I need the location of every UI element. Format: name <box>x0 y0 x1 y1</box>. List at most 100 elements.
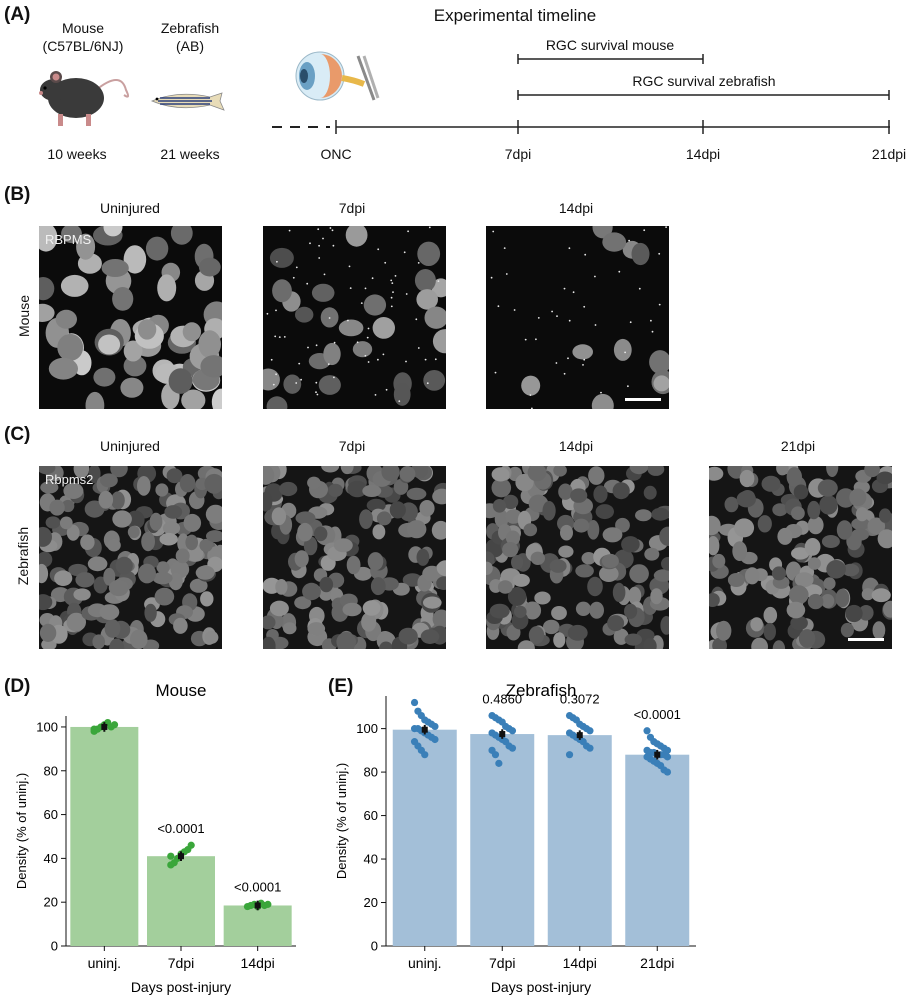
p-value-label: 0.4860 <box>482 692 522 707</box>
cell-body <box>168 368 193 394</box>
puncta <box>371 277 374 280</box>
bar-label-zebrafish: RGC survival zebrafish <box>632 73 776 89</box>
puncta <box>364 354 367 357</box>
cell-body <box>338 319 364 337</box>
puncta <box>390 305 393 308</box>
cell-body <box>295 511 316 525</box>
cell-body <box>591 393 614 409</box>
chart-title: Zebrafish <box>506 681 577 700</box>
puncta <box>356 341 359 344</box>
cell-body <box>340 466 354 475</box>
panel-c-label: (C) <box>4 424 31 445</box>
cell-body <box>402 573 423 587</box>
p-value-label: <0.0001 <box>157 821 204 836</box>
puncta <box>274 335 277 338</box>
puncta <box>360 302 363 304</box>
cell-body <box>39 303 55 322</box>
cell-body <box>263 615 276 630</box>
cell-body <box>175 548 190 564</box>
cell-body <box>173 617 188 634</box>
puncta <box>437 280 440 282</box>
puncta <box>316 393 319 396</box>
puncta <box>600 391 602 394</box>
y-tick-label: 0 <box>51 939 58 954</box>
cell-body <box>123 245 147 274</box>
cell-body <box>295 306 314 323</box>
cell-body <box>39 594 53 611</box>
mouse-name: Mouse <box>61 20 105 36</box>
cell-body <box>98 334 121 355</box>
scale-bar <box>625 398 661 401</box>
cell-body <box>629 466 649 475</box>
cell-body <box>263 466 275 485</box>
mean-marker <box>654 751 661 758</box>
cell-body <box>211 388 222 409</box>
cell-body <box>104 619 121 638</box>
cell-body <box>352 341 373 358</box>
cell-body <box>275 579 288 595</box>
cell-body <box>786 467 802 487</box>
panel-d-label: (D) <box>4 676 31 697</box>
cell-body <box>542 501 556 521</box>
cell-body <box>660 616 669 635</box>
cell-body <box>362 484 382 497</box>
puncta <box>551 310 553 313</box>
panel-b-col-7dpi: 7dpi <box>338 200 366 216</box>
chart-zebrafish-density: Zebrafish 0 20 40 60 80 100 Density (% of uninj… <box>334 681 696 995</box>
puncta <box>382 353 385 356</box>
cell-body <box>87 556 108 572</box>
cell-body <box>411 466 429 479</box>
cell-body <box>88 466 101 484</box>
puncta <box>278 336 281 338</box>
cell-body <box>156 561 170 574</box>
data-point <box>264 900 272 908</box>
puncta <box>434 358 437 361</box>
puncta <box>403 251 406 254</box>
cell-body <box>790 615 808 631</box>
cell-body <box>772 640 786 649</box>
data-point <box>663 768 672 776</box>
cell-body <box>643 485 657 500</box>
p-value-label: 0.3072 <box>560 692 600 707</box>
puncta <box>323 273 326 276</box>
cell-body <box>431 520 446 540</box>
data-point <box>187 841 195 849</box>
cell-body <box>575 564 594 578</box>
timeline-title: Experimental timeline <box>433 6 597 25</box>
cell-body <box>205 504 222 524</box>
cell-body <box>855 507 869 522</box>
panel-c-row-label: Zebrafish <box>15 526 31 586</box>
cell-body <box>505 530 521 546</box>
data-point <box>586 744 594 752</box>
puncta <box>318 257 321 259</box>
cell-body <box>370 577 386 596</box>
cell-body <box>204 630 219 644</box>
cell-body <box>269 247 294 268</box>
micrograph-mouse-14dpi <box>486 226 669 409</box>
timeline <box>272 54 890 134</box>
cell-body <box>376 511 392 526</box>
data-point <box>495 759 503 767</box>
cell-body <box>66 612 86 632</box>
stain-label-rbpms: RBPMS <box>45 232 92 247</box>
cell-body <box>164 505 183 519</box>
cell-body <box>570 488 588 503</box>
puncta <box>658 303 661 306</box>
cell-body <box>575 601 591 616</box>
cell-body <box>786 601 806 619</box>
bar <box>70 726 139 946</box>
data-point <box>167 852 175 860</box>
cell-body <box>826 466 839 477</box>
puncta <box>513 309 516 311</box>
cell-body <box>379 641 393 649</box>
puncta <box>594 275 596 278</box>
micrograph-zebrafish-uninjured: Rbpms2 <box>39 466 222 649</box>
cell-body <box>333 538 353 553</box>
puncta <box>307 346 309 349</box>
cell-body <box>709 515 721 536</box>
cell-body <box>512 573 530 587</box>
cell-body <box>389 501 406 519</box>
cell-body <box>763 622 776 641</box>
cell-body <box>612 582 626 602</box>
cell-body <box>798 629 816 648</box>
